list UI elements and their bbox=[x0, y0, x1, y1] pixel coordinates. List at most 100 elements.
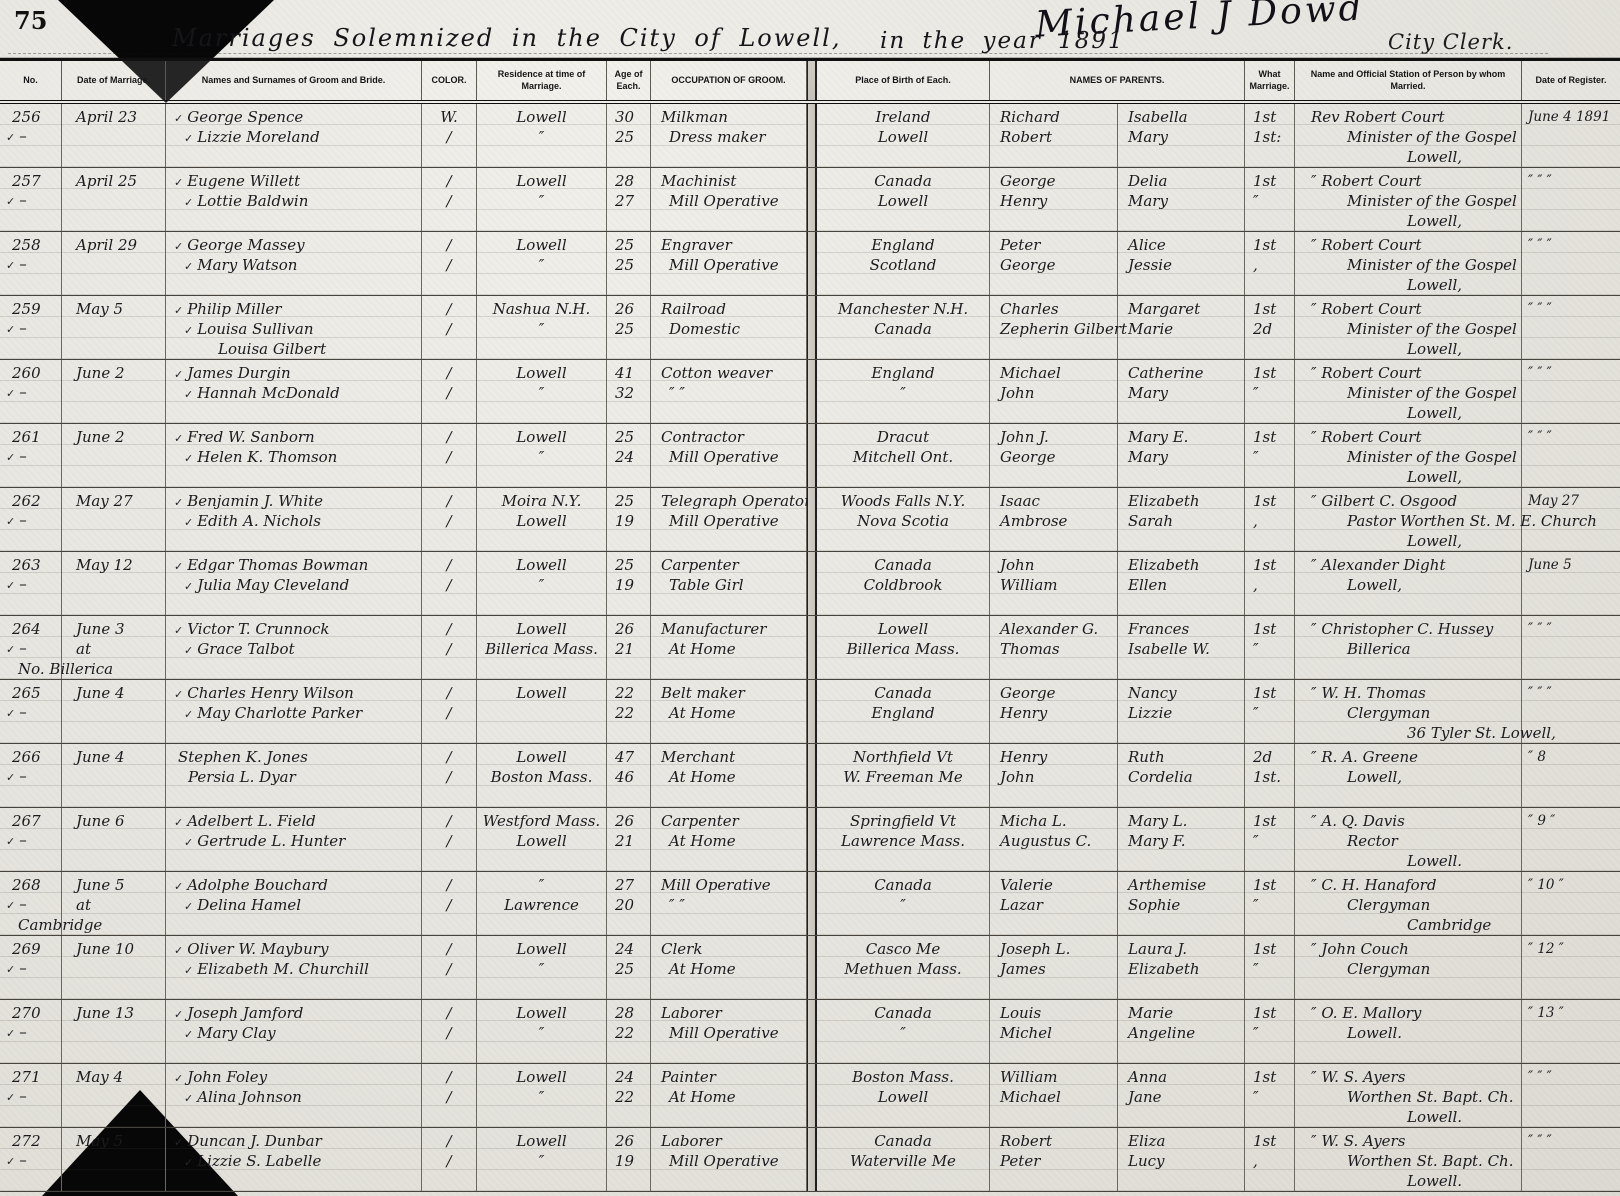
check-mark-icon: ✓ bbox=[174, 688, 184, 701]
birthplaces: Springfield Vt Lawrence Mass. bbox=[817, 808, 990, 871]
names-groom-bride: ✓ Joseph Jamford ✓ Mary Clay bbox=[166, 1000, 422, 1063]
birthplaces: England Scotland bbox=[817, 232, 990, 295]
bride-alt-name bbox=[166, 1043, 421, 1063]
color-marks: ∕ ∕ bbox=[422, 872, 477, 935]
check-mark-icon: ✓ bbox=[174, 368, 184, 381]
marriage-date: April 29 bbox=[62, 232, 166, 295]
marriage-date: June 13 bbox=[62, 1000, 166, 1063]
officiant-name: ″ R. A. Greene bbox=[1311, 748, 1419, 766]
residence: Lowell ″ bbox=[477, 104, 607, 167]
page-fold bbox=[807, 360, 817, 423]
ages: 25 19 bbox=[607, 488, 651, 551]
parents-father: George Henry bbox=[990, 680, 1118, 743]
parents-father: Michael John bbox=[990, 360, 1118, 423]
register-row: 262 ✓ – May 27 ✓ Benjamin J. White ✓ Edith … bbox=[0, 488, 1620, 552]
page-fold bbox=[807, 1128, 817, 1191]
names-groom-bride: ✓ Charles Henry Wilson ✓ May Charlotte Par… bbox=[166, 680, 422, 743]
check-mark-icon: ✓ bbox=[184, 452, 194, 465]
check-mark-icon: ✓ bbox=[6, 131, 16, 144]
page-fold bbox=[807, 168, 817, 231]
birthplaces: Canada Lowell bbox=[817, 168, 990, 231]
groom-name: George Massey bbox=[187, 236, 305, 254]
marriage-ordinal: 1st ″ bbox=[1245, 616, 1295, 679]
color-marks: ∕ ∕ bbox=[422, 232, 477, 295]
check-mark-icon: ✓ bbox=[174, 432, 184, 445]
check-mark-icon: ✓ bbox=[184, 964, 194, 977]
color-marks: ∕ ∕ bbox=[422, 488, 477, 551]
check-mark-icon: ✓ bbox=[174, 176, 184, 189]
officiant-city: Lowell, bbox=[1407, 404, 1463, 422]
page-fold bbox=[807, 744, 817, 807]
parents-mother: Mary E. Mary bbox=[1118, 424, 1245, 487]
page-fold bbox=[807, 488, 817, 551]
officiant-city: Lowell, bbox=[1407, 532, 1463, 550]
check-mark-icon: ✓ bbox=[6, 195, 16, 208]
officiant: ″ C. H. Hanaford Clergyman Cambridge bbox=[1295, 872, 1522, 935]
title-underline bbox=[8, 53, 1548, 54]
officiant-name: ″ Robert Court bbox=[1311, 300, 1422, 318]
entry-number: 256 ✓ – bbox=[0, 104, 62, 167]
register-date: ″ 9 ″ bbox=[1528, 813, 1556, 829]
marriage-date: June 4 bbox=[62, 744, 166, 807]
residence: Lowell Boston Mass. bbox=[477, 744, 607, 807]
parents-mother: Margaret Marie bbox=[1118, 296, 1245, 359]
register-date: ″ 8 bbox=[1528, 749, 1546, 765]
bride-name: Julia May Cleveland bbox=[197, 576, 350, 594]
marriage-date: May 4 bbox=[62, 1064, 166, 1127]
color-marks: ∕ ∕ bbox=[422, 296, 477, 359]
officiant-station: Clergyman bbox=[1347, 704, 1431, 722]
entry-number: 259 ✓ – bbox=[0, 296, 62, 359]
check-mark-icon: ✓ bbox=[184, 580, 194, 593]
residence: Lowell ″ bbox=[477, 168, 607, 231]
officiant-station: Lowell, bbox=[1347, 576, 1403, 594]
officiant-name: ″ Alexander Dight bbox=[1311, 556, 1446, 574]
page-fold bbox=[807, 808, 817, 871]
parents-father: Alexander G. Thomas bbox=[990, 616, 1118, 679]
page-fold bbox=[807, 552, 817, 615]
check-mark-icon: ✓ bbox=[174, 112, 184, 125]
entry-number: 272 ✓ – bbox=[0, 1128, 62, 1191]
check-mark-icon: ✓ bbox=[184, 708, 194, 721]
ages: 25 24 bbox=[607, 424, 651, 487]
groom-name: George Spence bbox=[187, 108, 304, 126]
bride-alt-name bbox=[166, 851, 421, 871]
bride-alt-name bbox=[166, 275, 421, 295]
parents-mother: Isabella Mary bbox=[1118, 104, 1245, 167]
parents-father: Richard Robert bbox=[990, 104, 1118, 167]
bride-name: Lizzie Moreland bbox=[197, 128, 320, 146]
page-title-year: in the year 1891 bbox=[880, 28, 1125, 54]
check-mark-icon: ✓ bbox=[6, 963, 16, 976]
check-mark-icon: ✓ bbox=[6, 451, 16, 464]
officiant-name: ″ John Couch bbox=[1311, 940, 1409, 958]
check-mark-icon: ✓ bbox=[184, 324, 194, 337]
check-mark-icon: ✓ bbox=[184, 836, 194, 849]
entry-number: 269 ✓ – bbox=[0, 936, 62, 999]
check-mark-icon: ✓ bbox=[184, 388, 194, 401]
check-mark-icon: ✓ bbox=[174, 560, 184, 573]
header-names: Names and Surnames of Groom and Bride. bbox=[166, 61, 422, 100]
officiant-city: Lowell. bbox=[1407, 1108, 1463, 1126]
officiant-name: ″ W. H. Thomas bbox=[1311, 684, 1426, 702]
groom-name: Oliver W. Maybury bbox=[187, 940, 329, 958]
bride-alt-name bbox=[166, 1107, 421, 1127]
parents-father: Joseph L. James bbox=[990, 936, 1118, 999]
check-mark-icon: ✓ bbox=[6, 643, 16, 656]
check-mark-icon: ✓ bbox=[6, 515, 16, 528]
officiant-station: Minister of the Gospel bbox=[1347, 448, 1517, 466]
marriage-ordinal: 1st ″ bbox=[1245, 424, 1295, 487]
marriage-date: June 5 at Cambridge bbox=[18, 872, 166, 935]
officiant-city bbox=[1295, 787, 1521, 807]
check-mark-icon: ✓ bbox=[184, 1092, 194, 1105]
page-title: Marriages Solemnized in the City of Lowe… bbox=[172, 24, 842, 52]
register-date: ″ ″ ″ bbox=[1528, 173, 1552, 189]
officiant-station: Worthen St. Bapt. Ch. bbox=[1347, 1088, 1514, 1106]
marriage-ordinal: 1st ″ bbox=[1245, 680, 1295, 743]
marriage-ordinal: 1st 2d bbox=[1245, 296, 1295, 359]
marriage-ordinal: 2d 1st. bbox=[1245, 744, 1295, 807]
register-row: 271 ✓ – May 4 ✓ John Foley ✓ Alina Johnson … bbox=[0, 1064, 1620, 1128]
check-mark-icon: ✓ bbox=[184, 132, 194, 145]
bride-alt-name: Louisa Gilbert bbox=[218, 340, 327, 358]
officiant: ″ Robert Court Minister of the Gospel Lo… bbox=[1295, 168, 1522, 231]
groom-name: Victor T. Crunnock bbox=[187, 620, 330, 638]
bride-name: Delina Hamel bbox=[197, 896, 302, 914]
